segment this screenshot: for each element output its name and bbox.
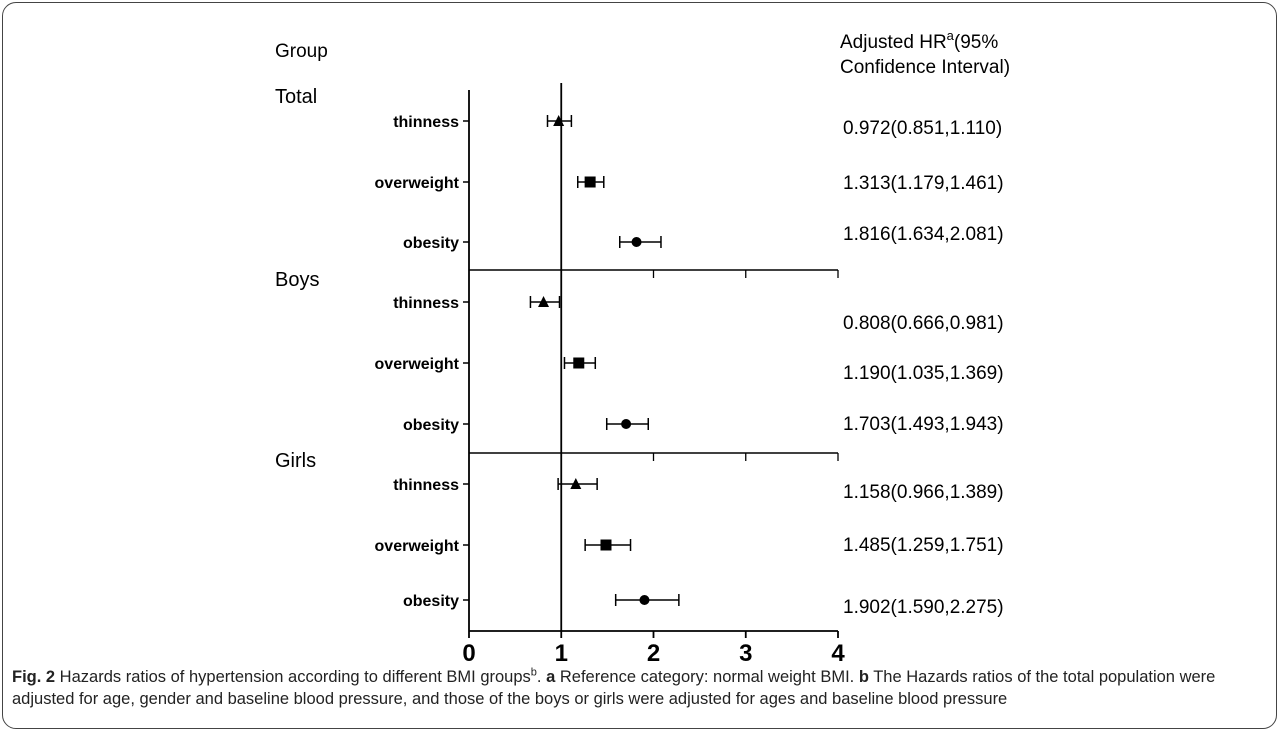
caption-text: . [536,668,547,686]
note-a-label: a [546,668,556,686]
row-label: obesity [403,235,459,252]
x-tick-label: 0 [462,640,475,665]
note-b-label: b [858,668,869,686]
row-label: thinness [393,295,459,312]
group-label: Total [275,86,317,108]
row-label: thinness [393,477,459,494]
group-label: Girls [275,450,316,472]
forest-plot: Group Adjusted HRa(95% Confidence Interv… [275,28,1010,665]
note-a-text: Reference category: normal weight BMI. [555,668,859,686]
point-marker-circle [621,419,632,429]
hr-ci-value: 1.190(1.035,1.369) [843,363,1004,384]
figure-caption: Fig. 2 Hazards ratios of hypertension ac… [12,666,1274,710]
hr-ci-value: 1.485(1.259,1.751) [843,535,1004,556]
x-tick-label: 2 [647,640,660,665]
hr-ci-value: 1.816(1.634,2.081) [843,224,1004,245]
hr-ci-value: 1.902(1.590,2.275) [843,597,1004,618]
point-marker-square [584,176,596,188]
row-label: thinness [393,114,459,131]
caption-text: Hazards ratios of hypertension according… [55,668,531,686]
caption-superscript: b [530,666,537,679]
group-column-header: Group [275,41,328,62]
hr-ci-value: 1.313(1.179,1.461) [843,173,1004,194]
hr-column-header-line2: Confidence Interval) [840,57,1010,78]
row-label: overweight [375,356,460,373]
x-tick-label: 1 [555,640,568,665]
x-tick-label: 3 [739,640,752,665]
group-label: Boys [275,269,319,291]
hr-ci-value: 1.703(1.493,1.943) [843,414,1004,435]
point-marker-square [573,357,585,369]
point-marker-triangle [570,478,582,489]
point-marker-circle [631,237,642,247]
hr-ci-value: 0.808(0.666,0.981) [843,313,1004,334]
point-marker-circle [639,595,650,605]
hr-column-header: Adjusted HRa(95% [840,28,998,53]
point-marker-square [600,539,612,551]
row-label: overweight [375,175,460,192]
hr-ci-value: 0.972(0.851,1.110) [843,118,1002,139]
hr-ci-value: 1.158(0.966,1.389) [843,482,1004,503]
x-tick-label: 4 [831,640,845,665]
note-b-text: The Hazards ratios of the total populati… [12,668,1216,708]
figure-label: Fig. 2 [12,668,56,686]
row-label: obesity [403,593,459,610]
point-marker-triangle [538,296,550,307]
point-marker-triangle [553,115,565,126]
row-label: obesity [403,417,459,434]
row-label: overweight [375,538,460,555]
